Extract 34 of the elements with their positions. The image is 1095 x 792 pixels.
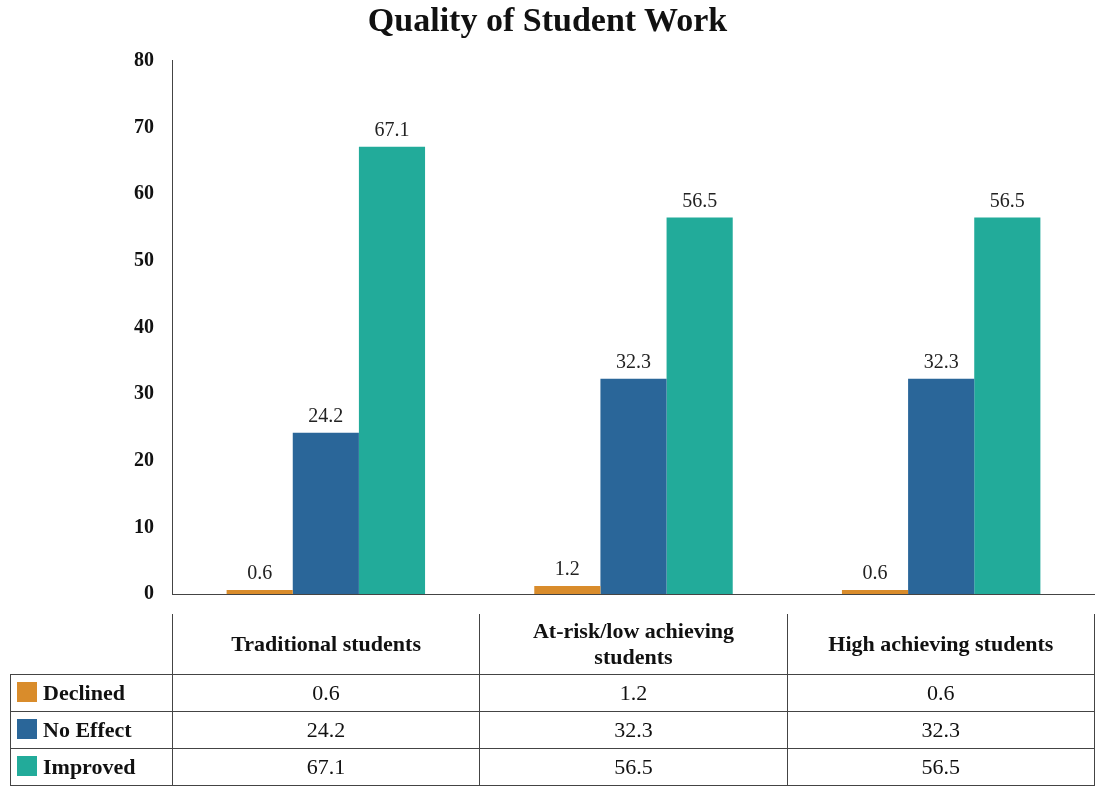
legend-label: No Effect: [10, 711, 173, 748]
text: 67.1: [172, 748, 480, 785]
text: 32.3: [787, 711, 1095, 748]
text: 1.2: [479, 674, 788, 711]
data-label: 56.5: [682, 188, 718, 211]
data-label: 67.1: [374, 118, 410, 141]
text: 0.6: [787, 674, 1095, 711]
legend-label: Improved: [10, 748, 173, 785]
y-tick-label: 0: [144, 581, 154, 604]
x-tick-label: At-risk/low achieving students: [479, 614, 788, 674]
y-tick-label: 80: [134, 47, 154, 70]
data-label: 0.6: [862, 561, 888, 584]
y-tick-label: 70: [134, 114, 154, 137]
chart-title: Quality of Student Work: [367, 1, 728, 39]
data-label: 56.5: [989, 188, 1025, 211]
text: 56.5: [479, 748, 788, 785]
data-label: 32.3: [616, 349, 651, 372]
x-tick-label: Traditional students: [172, 614, 480, 674]
data-label: 24.2: [308, 403, 344, 426]
data-label: 0.6: [247, 561, 273, 584]
data-label: 1.2: [554, 557, 580, 580]
text: 56.5: [787, 748, 1095, 785]
y-tick-label: 50: [134, 247, 154, 270]
text: 32.3: [479, 711, 788, 748]
y-tick-label: 30: [134, 381, 154, 404]
y-tick-label: 40: [134, 314, 154, 337]
x-tick-label: High achieving students: [787, 614, 1095, 674]
legend-label: Declined: [10, 674, 173, 711]
text: 24.2: [172, 711, 480, 748]
y-tick-label: 10: [134, 514, 154, 537]
y-tick-label: 20: [134, 447, 154, 470]
y-tick-label: 60: [134, 181, 154, 204]
text: 0.6: [172, 674, 480, 711]
data-label: 32.3: [923, 349, 959, 372]
